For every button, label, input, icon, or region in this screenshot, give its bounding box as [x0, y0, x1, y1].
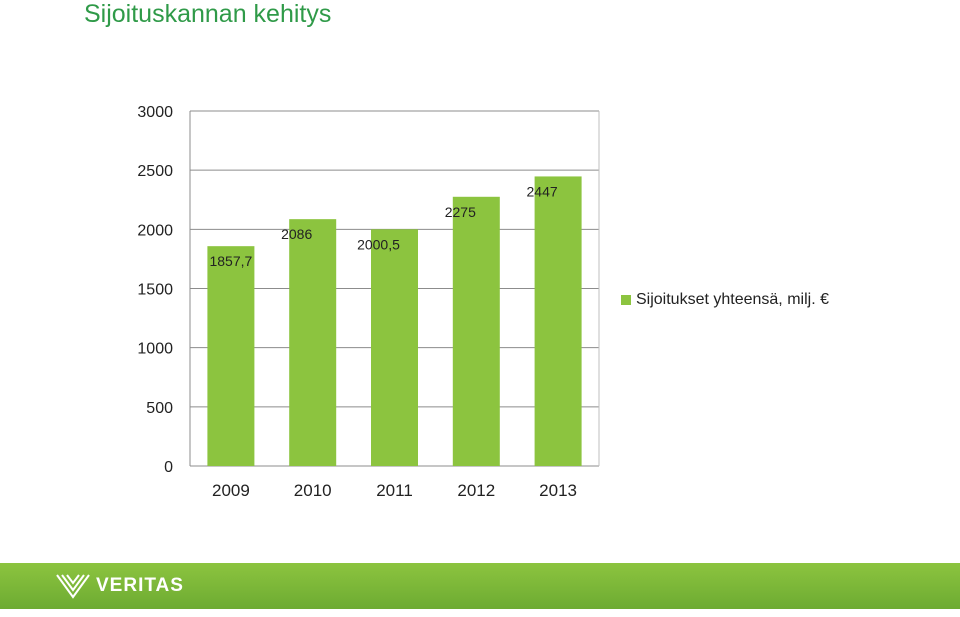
logo-text: VERITAS: [96, 575, 184, 596]
bar: [534, 176, 582, 466]
data-label: 1857,7: [209, 253, 252, 269]
y-tick-label: 1000: [137, 341, 173, 358]
legend-label: Sijoitukset yhteensä, milj. €: [636, 291, 829, 308]
y-tick-label: 0: [164, 459, 173, 476]
x-axis-ticks: 2009 2010 2011 2012 2013: [212, 481, 577, 500]
y-axis-ticks: 0 500 1000 1500 2000 2500 3000: [137, 104, 173, 476]
bar: [452, 196, 500, 466]
y-tick-label: 2500: [137, 163, 173, 180]
veritas-v-icon: [56, 574, 90, 599]
data-label: 2275: [445, 204, 476, 220]
data-labels: 1857,7 2086 2000,5 2275 2447: [209, 183, 557, 269]
bar: [207, 246, 255, 466]
x-tick-label: 2013: [539, 481, 577, 500]
data-label: 2086: [281, 226, 312, 242]
x-tick-label: 2010: [294, 481, 332, 500]
bar-chart: 0 500 1000 1500 2000 2500 3000 1857,7 2086 2000,…: [137, 104, 600, 500]
bar: [371, 229, 418, 466]
data-label: 2447: [527, 183, 558, 199]
bars: [207, 176, 582, 466]
legend: Sijoitukset yhteensä, milj. €: [621, 291, 829, 309]
footer-bar: VERITAS: [0, 563, 960, 609]
y-tick-label: 2000: [137, 222, 173, 239]
veritas-logo: VERITAS: [56, 573, 184, 599]
y-tick-label: 1500: [137, 282, 173, 299]
y-tick-label: 3000: [137, 104, 173, 121]
page-title: Sijoituskannan kehitys: [84, 0, 332, 28]
x-tick-label: 2012: [457, 481, 495, 500]
legend-swatch: [621, 295, 631, 305]
x-tick-label: 2011: [376, 481, 413, 500]
x-tick-label: 2009: [212, 481, 250, 500]
y-tick-label: 500: [146, 400, 173, 417]
bar: [289, 219, 337, 466]
data-label: 2000,5: [357, 236, 400, 252]
